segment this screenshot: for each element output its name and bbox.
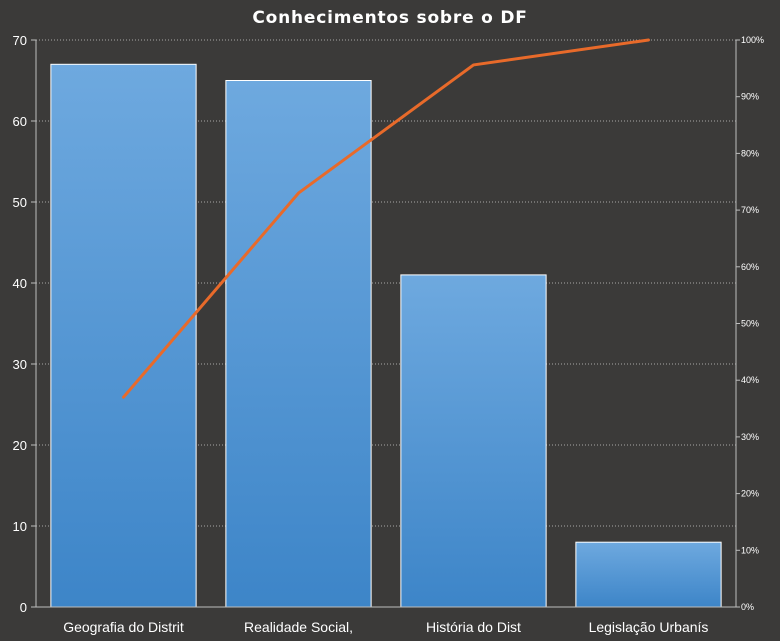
y2-tick-label: 90% bbox=[741, 92, 759, 102]
y2-tick-label: 0% bbox=[741, 602, 754, 612]
axes bbox=[31, 39, 740, 608]
cumulative-line bbox=[122, 38, 650, 399]
y-tick-label: 10 bbox=[13, 519, 27, 534]
y2-tick-label: 100% bbox=[741, 35, 764, 45]
chart-title: Conhecimentos sobre o DF bbox=[252, 8, 527, 28]
x-tick-label: Geografia do Distrit bbox=[63, 619, 184, 635]
y-tick-label: 70 bbox=[13, 33, 27, 48]
y-tick-label: 0 bbox=[20, 600, 27, 615]
y-tick-label: 40 bbox=[13, 276, 27, 291]
y-tick-label: 50 bbox=[13, 195, 27, 210]
y2-tick-label: 60% bbox=[741, 262, 759, 272]
bar bbox=[50, 63, 197, 608]
y-tick-label: 30 bbox=[13, 357, 27, 372]
y2-tick-label: 10% bbox=[741, 545, 759, 555]
x-tick-label: Legislação Urbanís bbox=[589, 619, 709, 635]
bars bbox=[50, 63, 722, 608]
y2-tick-label: 80% bbox=[741, 148, 759, 158]
y2-tick-label: 40% bbox=[741, 375, 759, 385]
bar bbox=[400, 274, 547, 608]
cumulative-percentage-line bbox=[122, 38, 650, 399]
y-tick-label: 60 bbox=[13, 114, 27, 129]
y2-tick-label: 20% bbox=[741, 489, 759, 499]
bar bbox=[575, 541, 722, 608]
bar bbox=[225, 80, 372, 608]
y2-tick-label: 70% bbox=[741, 205, 759, 215]
y2-tick-label: 50% bbox=[741, 319, 759, 329]
x-tick-label: Realidade Social, bbox=[244, 619, 353, 635]
tick-labels: 0 10 20 30 40 50 60 70 0% 10% 20% 30% 40% 50% 60% 70% 80… bbox=[13, 33, 765, 635]
y2-tick-label: 30% bbox=[741, 432, 759, 442]
y-tick-label: 20 bbox=[13, 438, 27, 453]
x-tick-label: História do Dist bbox=[426, 619, 521, 635]
